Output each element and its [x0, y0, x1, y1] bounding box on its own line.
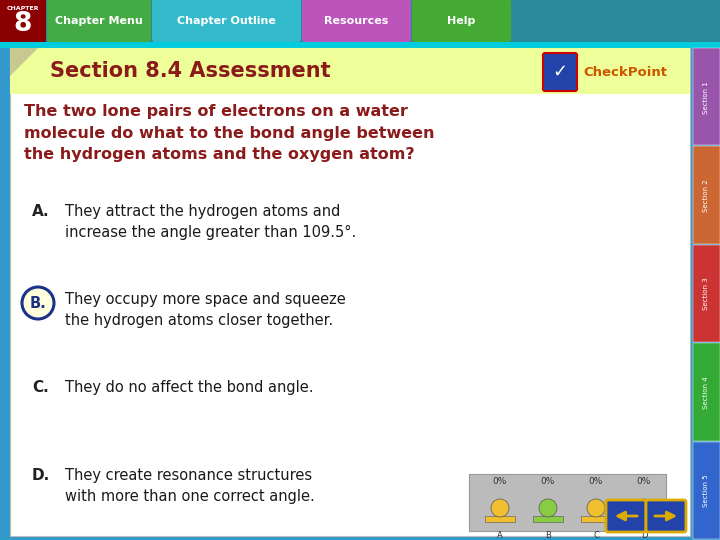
Text: Section 4: Section 4 — [703, 376, 709, 409]
Circle shape — [22, 287, 54, 319]
FancyBboxPatch shape — [693, 146, 720, 244]
FancyBboxPatch shape — [47, 0, 151, 42]
Text: They do no affect the bond angle.: They do no affect the bond angle. — [65, 380, 313, 395]
Polygon shape — [10, 48, 38, 76]
Text: ✓: ✓ — [552, 63, 567, 81]
FancyBboxPatch shape — [10, 48, 690, 94]
FancyBboxPatch shape — [629, 516, 659, 522]
Text: B: B — [545, 531, 551, 540]
Text: They occupy more space and squeeze
the hydrogen atoms closer together.: They occupy more space and squeeze the h… — [65, 292, 346, 328]
FancyBboxPatch shape — [0, 0, 46, 42]
Circle shape — [587, 499, 605, 517]
Text: 8: 8 — [14, 11, 32, 37]
Text: D.: D. — [32, 468, 50, 483]
FancyBboxPatch shape — [606, 500, 646, 532]
Text: They attract the hydrogen atoms and
increase the angle greater than 109.5°.: They attract the hydrogen atoms and incr… — [65, 204, 356, 240]
FancyBboxPatch shape — [412, 0, 511, 42]
FancyBboxPatch shape — [533, 516, 563, 522]
Text: 0%: 0% — [492, 477, 507, 486]
Text: Section 1: Section 1 — [703, 81, 709, 113]
FancyBboxPatch shape — [693, 245, 720, 342]
Text: The two lone pairs of electrons on a water
molecule do what to the bond angle be: The two lone pairs of electrons on a wat… — [24, 104, 434, 162]
FancyBboxPatch shape — [693, 343, 720, 441]
FancyBboxPatch shape — [469, 474, 666, 531]
FancyBboxPatch shape — [302, 0, 411, 42]
FancyBboxPatch shape — [581, 516, 611, 522]
FancyBboxPatch shape — [646, 500, 686, 532]
FancyBboxPatch shape — [0, 0, 720, 42]
Text: CHAPTER: CHAPTER — [6, 6, 40, 11]
Text: D: D — [641, 531, 647, 540]
Text: 0%: 0% — [589, 477, 603, 486]
Text: A.: A. — [32, 204, 50, 219]
Text: A: A — [497, 531, 503, 540]
Text: Help: Help — [447, 16, 476, 26]
Text: C.: C. — [32, 380, 49, 395]
Text: 0%: 0% — [636, 477, 651, 486]
Circle shape — [491, 499, 509, 517]
Text: Resources: Resources — [324, 16, 389, 26]
FancyBboxPatch shape — [10, 48, 690, 536]
FancyBboxPatch shape — [0, 42, 720, 48]
Text: B.: B. — [30, 295, 46, 310]
Text: Section 5: Section 5 — [703, 475, 709, 507]
Text: Section 8.4 Assessment: Section 8.4 Assessment — [50, 61, 330, 81]
FancyBboxPatch shape — [485, 516, 515, 522]
Text: C: C — [593, 531, 599, 540]
Text: Section 3: Section 3 — [703, 278, 709, 310]
Text: CheckPoint: CheckPoint — [583, 65, 667, 78]
Text: They create resonance structures
with more than one correct angle.: They create resonance structures with mo… — [65, 468, 315, 504]
Circle shape — [635, 499, 653, 517]
FancyBboxPatch shape — [693, 48, 720, 145]
Text: 0%: 0% — [541, 477, 555, 486]
FancyBboxPatch shape — [543, 53, 577, 91]
FancyBboxPatch shape — [693, 442, 720, 539]
Text: Chapter Outline: Chapter Outline — [177, 16, 276, 26]
Circle shape — [539, 499, 557, 517]
FancyBboxPatch shape — [152, 0, 301, 42]
Text: Chapter Menu: Chapter Menu — [55, 16, 143, 26]
Text: Section 2: Section 2 — [703, 179, 709, 212]
